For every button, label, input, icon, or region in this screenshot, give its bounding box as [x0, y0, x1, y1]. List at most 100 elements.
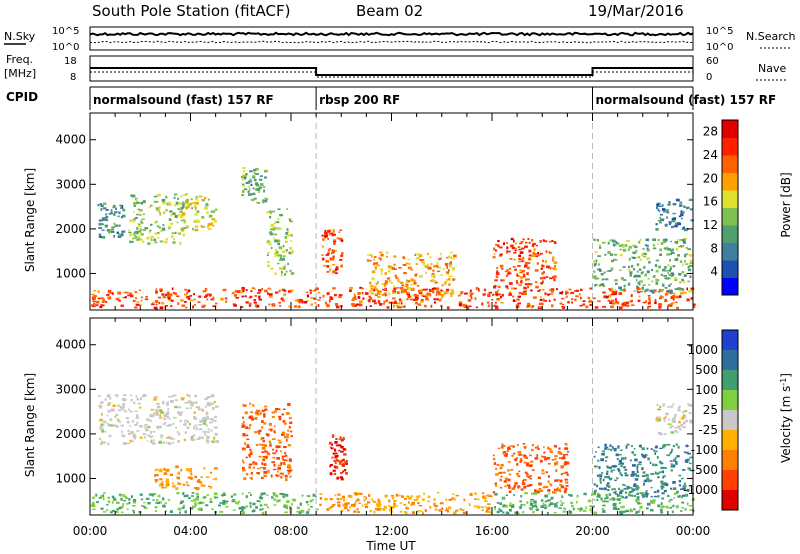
data-cell	[664, 482, 667, 486]
data-cell	[137, 223, 141, 226]
data-cell	[173, 394, 177, 397]
data-cell	[400, 306, 404, 308]
data-cell	[604, 446, 609, 449]
data-cell	[210, 394, 215, 398]
data-cell	[100, 304, 104, 307]
data-cell	[222, 502, 226, 505]
data-cell	[280, 273, 283, 276]
data-cell	[661, 284, 665, 287]
data-cell	[116, 424, 119, 428]
data-cell	[93, 290, 97, 292]
data-cell	[101, 427, 104, 430]
data-cell	[561, 456, 566, 460]
data-cell	[167, 297, 171, 300]
data-cell	[106, 229, 111, 232]
data-cell	[670, 465, 674, 468]
data-cell	[153, 306, 158, 309]
data-cell	[284, 511, 288, 514]
data-cell	[134, 216, 138, 219]
data-cell	[553, 511, 557, 514]
data-cell	[499, 466, 503, 470]
data-cell	[362, 297, 365, 300]
data-cell	[670, 469, 673, 472]
data-cell	[167, 499, 171, 501]
data-cell	[325, 260, 330, 263]
data-cell	[636, 464, 639, 468]
data-cell	[198, 295, 202, 298]
data-cell	[206, 436, 210, 440]
data-cell	[206, 417, 209, 420]
data-cell	[270, 474, 273, 478]
data-cell	[306, 495, 309, 497]
data-cell	[544, 240, 548, 243]
data-cell	[565, 471, 568, 474]
data-cell	[463, 304, 468, 308]
data-cell	[259, 504, 263, 507]
colorbar-swatch	[722, 350, 738, 371]
data-cell	[642, 252, 646, 255]
data-cell	[496, 502, 500, 504]
data-cell	[505, 285, 509, 288]
data-cell	[686, 488, 690, 492]
data-cell	[364, 503, 368, 506]
data-cell	[660, 242, 664, 245]
data-cell	[426, 292, 430, 295]
data-cell	[639, 492, 642, 494]
data-cell	[637, 501, 640, 505]
data-cell	[405, 511, 408, 515]
data-cell	[280, 254, 282, 258]
data-cell	[95, 300, 100, 304]
data-cell	[194, 207, 197, 209]
data-cell	[167, 442, 172, 445]
data-cell	[679, 260, 683, 263]
data-cell	[607, 300, 611, 302]
data-cell	[241, 508, 244, 512]
data-cell	[637, 288, 641, 290]
data-cell	[249, 402, 252, 405]
data-cell	[455, 509, 459, 512]
data-cell	[159, 289, 163, 293]
data-cell	[541, 264, 544, 267]
data-cell	[163, 486, 167, 489]
data-cell	[554, 491, 557, 494]
data-cell	[190, 495, 194, 497]
data-cell	[636, 496, 639, 500]
data-cell	[369, 509, 372, 513]
data-cell	[494, 482, 498, 485]
data-cell	[664, 287, 668, 289]
data-cell	[104, 430, 107, 433]
data-cell	[476, 498, 480, 501]
data-cell	[299, 510, 303, 512]
data-cell	[169, 510, 173, 513]
data-cell	[559, 479, 563, 483]
y-tick-label: 4000	[55, 133, 86, 147]
data-cell	[119, 494, 123, 497]
data-cell	[487, 293, 491, 296]
data-cell	[332, 452, 336, 455]
data-cell	[469, 493, 473, 496]
data-cell	[516, 298, 520, 301]
data-cell	[182, 204, 185, 208]
data-cell	[340, 510, 344, 512]
data-cell	[287, 403, 291, 406]
data-cell	[277, 254, 281, 257]
data-cell	[677, 409, 681, 412]
colorbar-tick-label: 8	[710, 241, 718, 255]
colorbar-swatch	[722, 120, 738, 138]
data-cell	[242, 466, 245, 470]
data-cell	[670, 405, 674, 408]
data-cell	[254, 417, 258, 420]
data-cell	[105, 213, 108, 216]
data-cell	[329, 465, 331, 468]
data-cell	[281, 472, 285, 476]
data-cell	[600, 481, 602, 484]
data-cell	[498, 471, 502, 475]
data-cell	[674, 240, 678, 244]
data-cell	[214, 405, 219, 408]
data-cell	[340, 254, 344, 257]
data-cell	[261, 420, 264, 423]
data-cell	[440, 274, 443, 276]
data-cell	[242, 434, 246, 437]
data-cell	[683, 238, 686, 241]
data-cell	[559, 500, 562, 502]
